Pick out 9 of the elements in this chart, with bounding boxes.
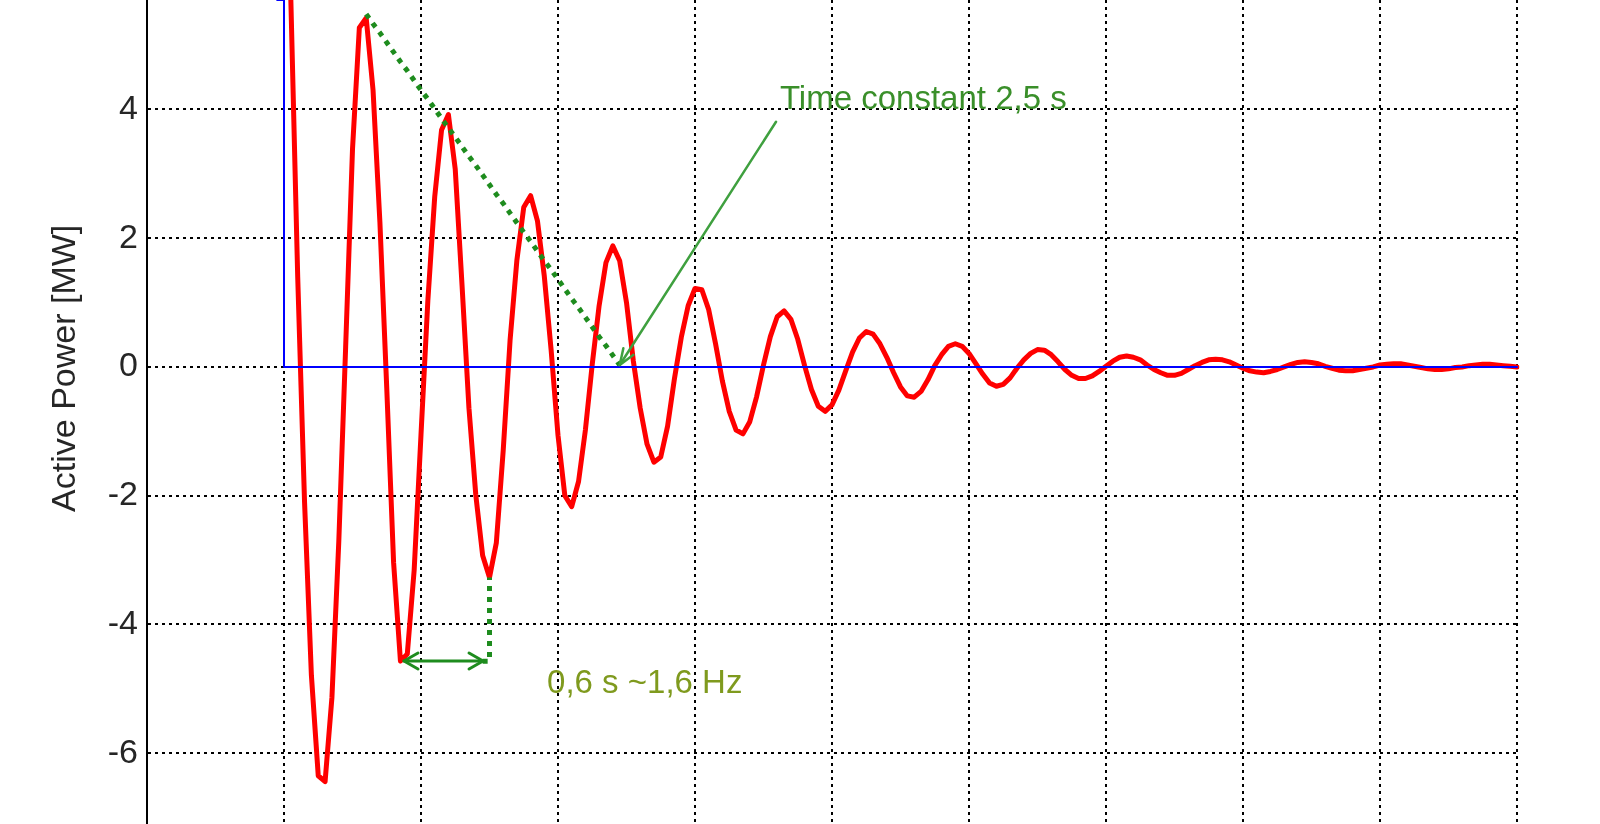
- y-axis-title: Active Power [MW]: [44, 224, 83, 512]
- y-tick-label: 2: [119, 216, 138, 255]
- y-tick-label: 0: [119, 345, 138, 384]
- y-tick-label: -2: [107, 474, 138, 513]
- y-tick-label: 4: [119, 87, 138, 126]
- annotation: 0,6 s ~1,6 Hz: [547, 663, 743, 701]
- annotation: Time constant 2,5 s: [779, 78, 1067, 116]
- y-tick-label: -4: [107, 602, 138, 641]
- y-tick-label: -6: [107, 731, 138, 770]
